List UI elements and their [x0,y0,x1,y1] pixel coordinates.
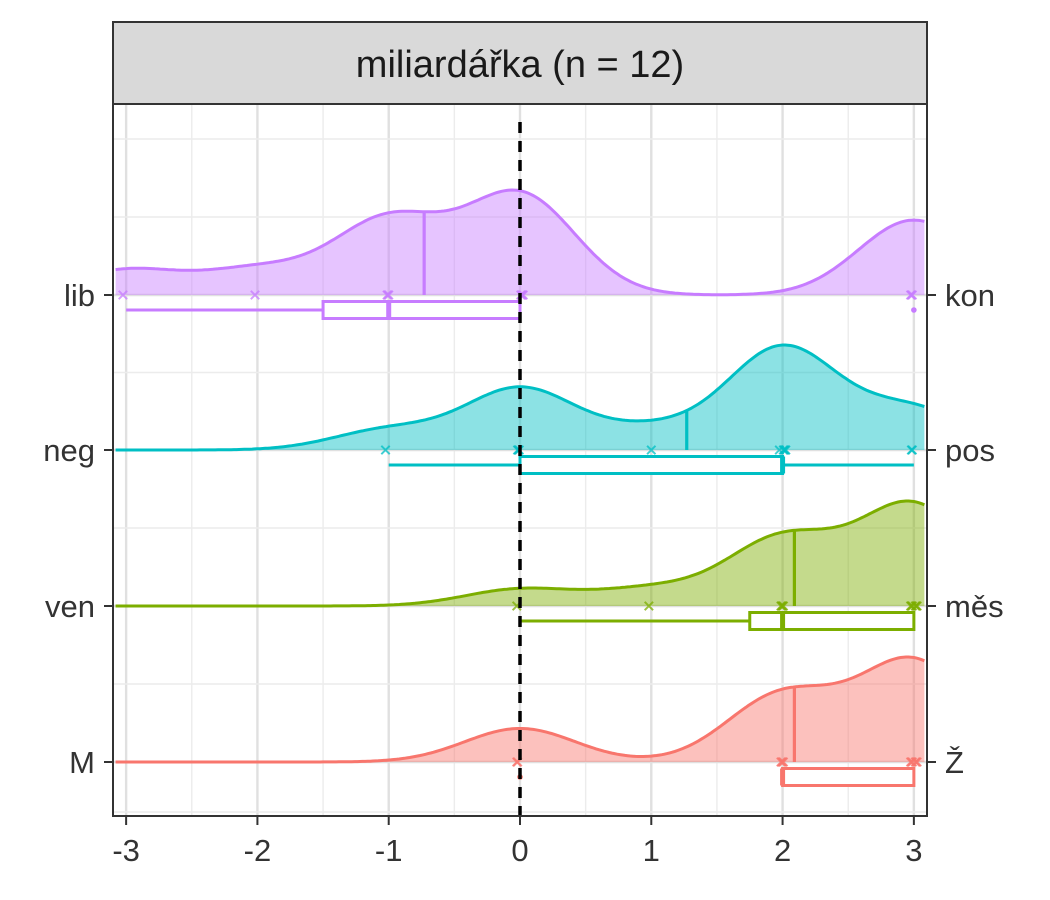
y-label-right: kon [945,278,995,313]
data-point [774,445,785,455]
x-tick-label: 0 [511,833,528,868]
x-tick-label: 1 [643,833,660,868]
density-area [115,657,925,762]
x-tick-label: -1 [375,833,403,868]
strip-background [112,21,928,105]
outlier-point [911,307,917,313]
data-point [907,290,918,300]
data-point [907,601,918,611]
x-tick-label: 2 [774,833,791,868]
box [781,767,916,787]
density-area [115,501,925,606]
series-M [115,655,925,787]
data-point [778,601,789,611]
data-point [250,290,260,300]
x-tick-label: 3 [905,833,922,868]
box [518,455,785,475]
data-point [646,445,657,455]
density-line [115,655,925,764]
data-point [383,290,394,300]
data-point [778,757,789,767]
y-label-left: lib [64,278,95,313]
data-point [380,445,391,455]
box [321,300,522,320]
y-label-right: měs [945,589,1004,624]
y-label-left: ven [45,589,95,624]
axes: -3 -2 -1 0 1 2 3 lib kon neg pos ven měs M Ž [43,278,1003,868]
data-point [643,601,654,611]
box [748,611,916,631]
y-label-right: Ž [945,745,964,780]
x-tick-label: -2 [244,833,272,868]
density-line [115,188,925,297]
y-label-right: pos [945,433,995,468]
data-point [118,290,128,300]
chart-title: miliardářka (n = 12) [356,44,684,86]
data-point [907,757,918,767]
x-tick-label: -3 [112,833,140,868]
y-label-left: M [69,745,95,780]
data-point [907,445,918,455]
y-label-left: neg [43,433,95,468]
density-line [115,343,925,452]
series-ven [115,499,925,631]
